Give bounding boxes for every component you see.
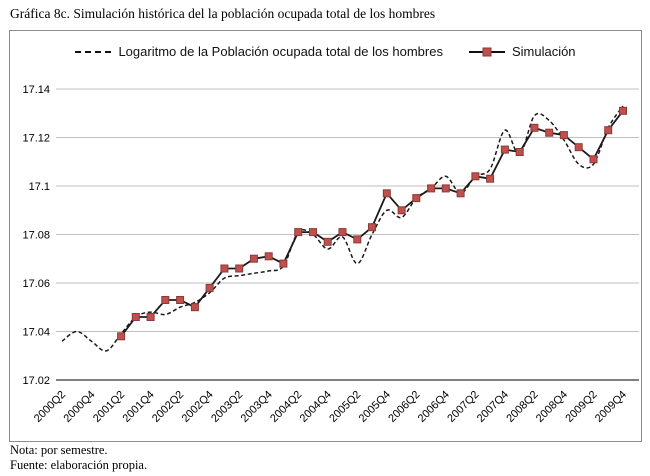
series-simulacion-marker (456, 189, 465, 198)
x-tick-label: 2000Q2 (32, 389, 68, 425)
y-tick-label: 17.12 (22, 133, 50, 145)
series-simulacion-marker (146, 313, 155, 321)
series-simulacion-marker (427, 184, 436, 193)
series-simulacion-marker (574, 143, 583, 152)
series-simulacion-marker (545, 128, 554, 137)
chart-title: Gráfica 8c. Simulación histórica del la … (10, 6, 436, 21)
x-tick-label: 2004Q4 (298, 389, 334, 425)
series-simulacion-marker (309, 228, 317, 237)
x-tick-label: 2008Q4 (534, 389, 570, 425)
series-simulacion-marker (117, 332, 126, 341)
series-simulacion-marker (205, 283, 214, 292)
solid-line-marker-sample-icon (468, 47, 505, 56)
series-simulacion-marker (294, 228, 303, 237)
series-simulacion-marker (486, 174, 495, 183)
legend-item-logaritmo: Logaritmo de la Población ocupada total … (75, 44, 443, 59)
x-tick-label: 2001Q2 (91, 389, 127, 425)
x-tick-label: 2002Q4 (180, 389, 216, 425)
y-tick-label: 17.08 (22, 230, 50, 242)
series-simulacion-marker (397, 206, 406, 215)
x-tick-label: 2003Q4 (239, 389, 275, 425)
legend: Logaritmo de la Población ocupada total … (10, 44, 641, 59)
series-simulacion-marker (589, 155, 598, 164)
x-tick-label: 2000Q4 (61, 389, 97, 425)
series-simulacion-marker (441, 184, 450, 193)
x-tick-label: 2006Q2 (386, 389, 422, 425)
series-simulacion-marker (264, 252, 273, 261)
series-simulacion-marker (559, 131, 568, 140)
series-simulacion-marker (220, 264, 229, 273)
y-tick-label: 17.14 (22, 84, 50, 96)
series-simulacion-marker (235, 264, 244, 273)
series-simulacion-marker (382, 189, 391, 198)
legend-label-logaritmo: Logaritmo de la Población ocupada total … (118, 44, 443, 59)
x-tick-label: 2006Q4 (416, 389, 452, 425)
x-tick-label: 2003Q2 (209, 389, 245, 425)
chart-area: Logaritmo de la Población ocupada total … (9, 30, 642, 442)
chart-notes: Nota: por semestre. Fuente: elaboración … (10, 443, 147, 473)
chart-source: Fuente: elaboración propia. (10, 457, 148, 472)
series-simulacion-marker (176, 296, 185, 304)
series-simulacion-marker (368, 223, 376, 232)
y-tick-label: 17.1 (29, 181, 50, 193)
plot-svg: 17.02 17.04 17.06 17.08 17.1 17.12 17.14 2000Q2… (22, 84, 639, 425)
chart-note: Nota: por semestre. (10, 443, 108, 457)
x-tick-label: 2005Q2 (327, 389, 363, 425)
series-simulacion-marker (530, 123, 539, 132)
series-simulacion-marker (249, 254, 258, 263)
series-simulacion-marker (131, 313, 140, 321)
series-simulacion-marker (515, 148, 524, 156)
series-simulacion-marker (323, 237, 332, 246)
red-square-marker-icon (482, 47, 492, 56)
x-tick-label: 2009Q4 (593, 389, 629, 425)
x-tick-label: 2009Q2 (563, 389, 599, 425)
x-tick-label: 2002Q2 (150, 389, 186, 425)
series-simulacion-marker (338, 228, 347, 237)
y-tick-label: 17.04 (22, 327, 50, 339)
x-tick-label: 2008Q2 (504, 389, 540, 425)
y-tick-label: 17.06 (22, 278, 50, 290)
y-tick-label: 17.02 (22, 375, 50, 387)
x-tick-label: 2007Q2 (445, 389, 481, 425)
series-simulacion-marker (471, 172, 480, 181)
legend-item-simulacion: Simulación (468, 44, 576, 59)
series-simulacion-marker (604, 126, 613, 135)
legend-label-simulacion: Simulación (511, 44, 576, 59)
dashed-line-sample-icon (75, 50, 112, 53)
x-tick-label: 2005Q4 (357, 389, 393, 425)
series-simulacion-marker (500, 145, 509, 154)
series-simulacion-marker (412, 194, 421, 203)
x-tick-label: 2007Q4 (475, 389, 511, 425)
x-tick-label: 2004Q2 (268, 389, 304, 425)
series-simulacion-marker (619, 106, 627, 115)
series-simulacion-marker (190, 303, 199, 312)
x-tick-label: 2001Q4 (121, 389, 157, 425)
series-simulacion-marker (161, 296, 170, 304)
series-simulacion-marker (353, 235, 362, 244)
series-simulacion-marker (279, 259, 288, 268)
